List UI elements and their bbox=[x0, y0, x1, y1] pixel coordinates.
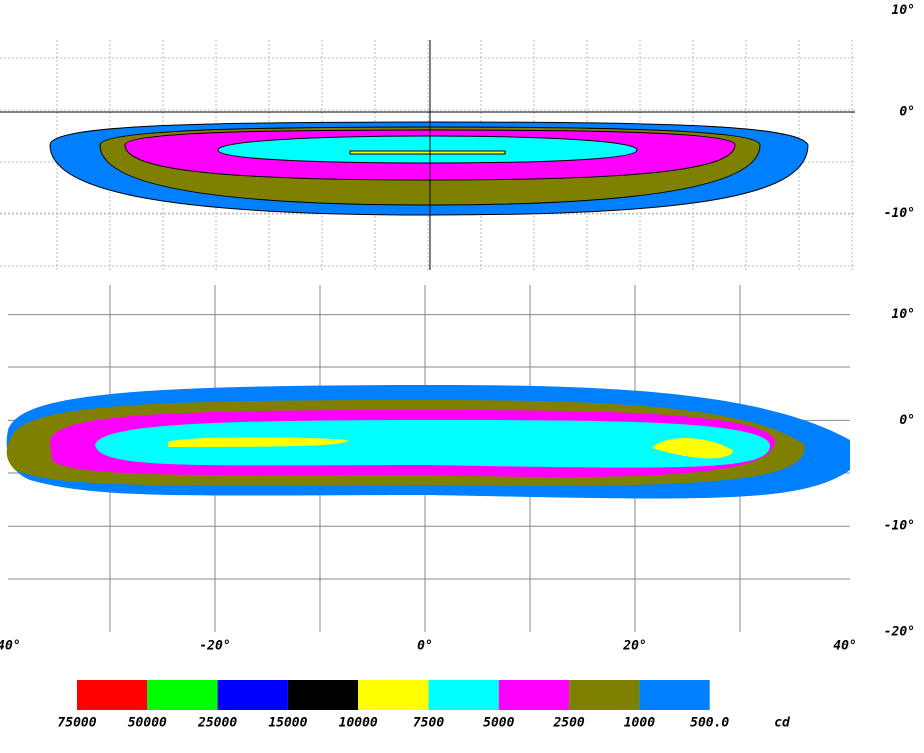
x-tick-label: -20° bbox=[199, 639, 230, 654]
y-tick-label: 0° bbox=[899, 413, 915, 428]
contour bbox=[217, 135, 638, 164]
legend-label: 50000 bbox=[128, 716, 167, 731]
legend-unit: cd bbox=[774, 716, 791, 731]
legend-swatch bbox=[77, 680, 148, 710]
legend-swatch bbox=[428, 680, 499, 710]
y-tick-label: 10° bbox=[892, 307, 915, 322]
legend-label: 25000 bbox=[197, 716, 237, 731]
legend-swatch bbox=[217, 680, 288, 710]
legend-label: 500.0 bbox=[690, 716, 729, 731]
legend-label: 10000 bbox=[339, 716, 378, 731]
legend-label: 7500 bbox=[413, 716, 444, 731]
y-tick-label: -10° bbox=[884, 206, 915, 221]
legend-label: 15000 bbox=[268, 716, 307, 731]
legend-swatch bbox=[147, 680, 218, 710]
contour bbox=[95, 420, 770, 468]
legend-swatch bbox=[639, 680, 710, 710]
legend-swatch bbox=[358, 680, 429, 710]
legend-label: 75000 bbox=[57, 716, 96, 731]
x-tick-label: -40° bbox=[0, 639, 21, 654]
y-tick-label: -20° bbox=[884, 625, 915, 640]
y-tick-label: 10° bbox=[892, 3, 915, 18]
contour bbox=[168, 437, 348, 447]
legend-label: 5000 bbox=[483, 716, 514, 731]
x-tick-label: 0° bbox=[417, 639, 433, 654]
legend-label: 2500 bbox=[552, 716, 584, 731]
y-tick-label: 0° bbox=[899, 104, 915, 119]
contour bbox=[652, 438, 733, 459]
y-tick-label: -10° bbox=[884, 519, 915, 534]
legend-swatch bbox=[287, 680, 359, 710]
x-tick-label: 40° bbox=[833, 639, 856, 654]
x-tick-label: 20° bbox=[622, 639, 646, 654]
legend-swatch bbox=[498, 680, 570, 710]
legend-label: 1000 bbox=[624, 716, 655, 731]
legend-swatch bbox=[569, 680, 640, 710]
contour bbox=[349, 150, 506, 155]
